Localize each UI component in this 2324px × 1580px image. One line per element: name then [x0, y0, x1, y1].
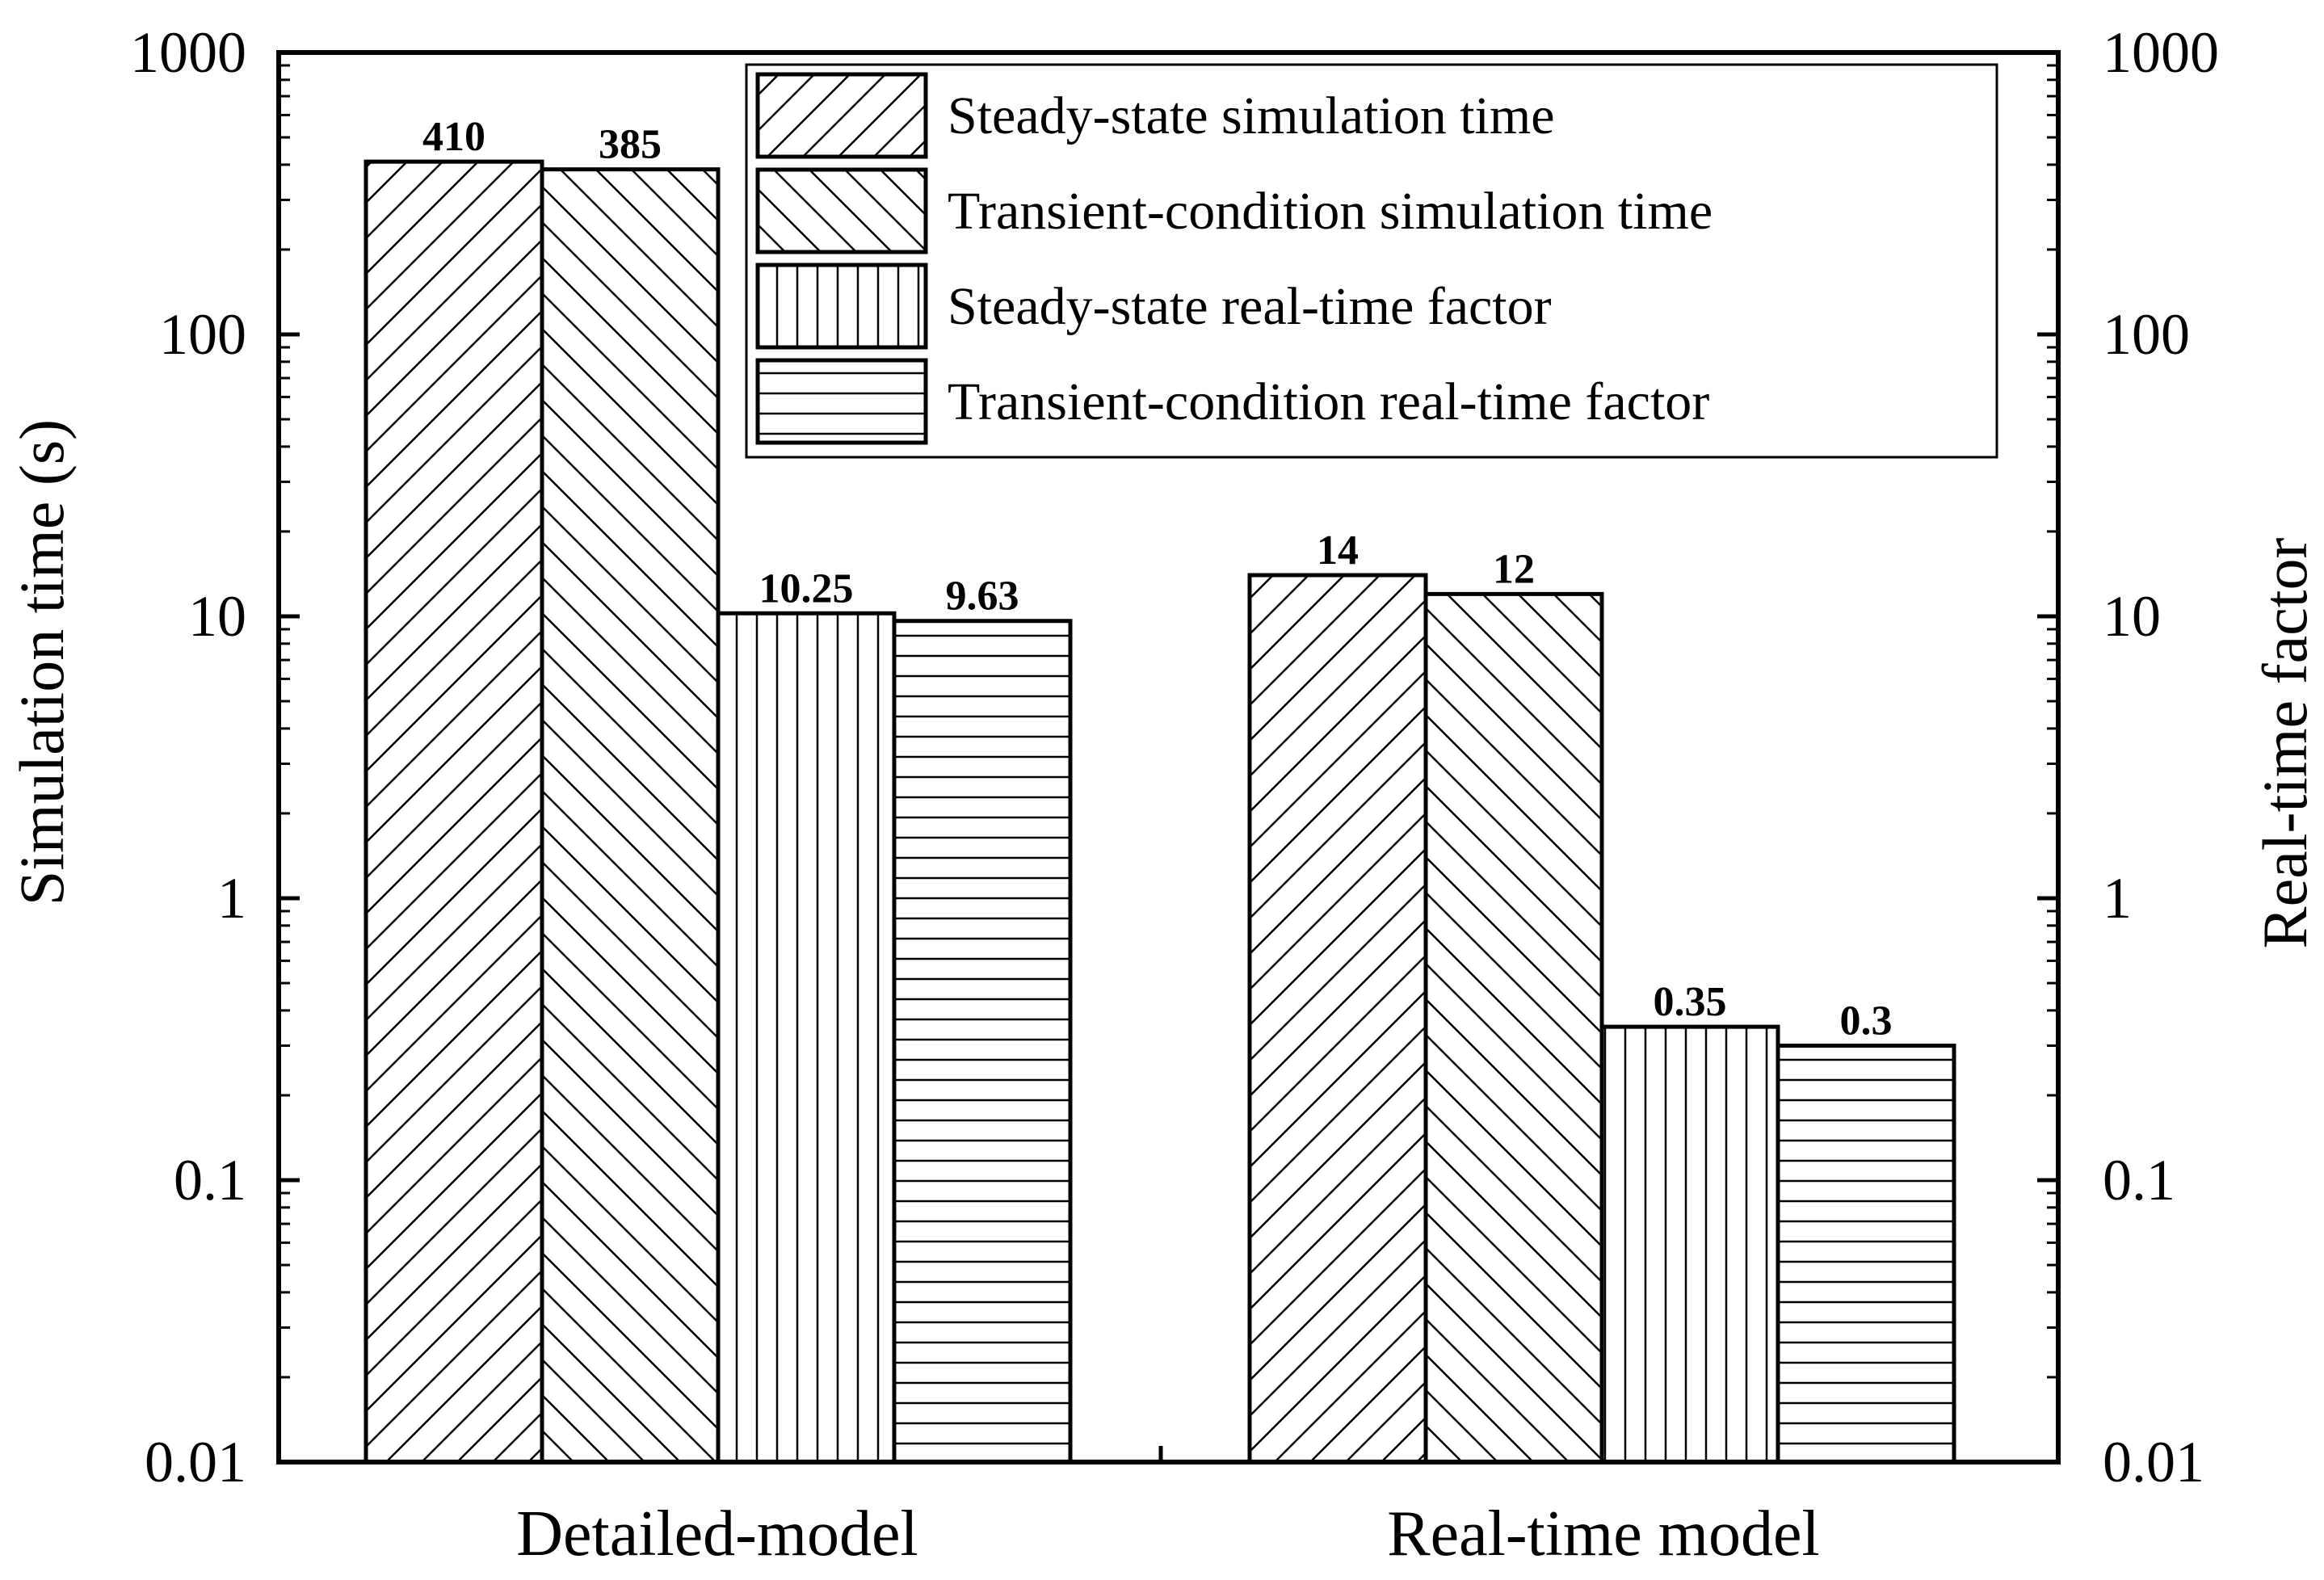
bar-data-label: 410	[422, 114, 485, 160]
bar-1-1	[364, 159, 544, 1464]
bar-data-label: 10.25	[759, 565, 854, 611]
bar-data-label: 14	[1317, 527, 1359, 574]
legend-swatch	[755, 167, 928, 254]
left-tick-label: 0.1	[174, 1148, 246, 1212]
bar-1-2	[540, 167, 721, 1464]
category-label: Real-time model	[1387, 1498, 1819, 1569]
right-tick-label: 0.01	[2103, 1430, 2204, 1494]
bar-data-labels: 410 14 385 12 10.25 0.35 9.63 0.3	[422, 114, 1893, 1044]
bar-data-label: 9.63	[946, 574, 1019, 620]
bar-2-2	[1423, 591, 1604, 1464]
plot-frame	[276, 50, 2061, 1464]
legend-label: Steady-state real-time factor	[948, 277, 1552, 336]
left-tick-label: 100	[159, 302, 246, 367]
bar-2-4	[1776, 1043, 1956, 1464]
legend-label: Transient-condition simulation time	[948, 182, 1713, 241]
left-axis-tick-labels: 0.01 0.1 1 10 100 1000	[130, 20, 246, 1494]
legend-box	[745, 63, 1998, 459]
right-tick-label: 10	[2103, 584, 2161, 649]
right-tick-label: 100	[2103, 302, 2190, 367]
legend-label: Transient-condition real-time factor	[948, 372, 1709, 431]
bar-1-3	[716, 611, 897, 1464]
left-tick-label: 10	[188, 584, 246, 649]
right-axis-tick-labels: 0.01 0.1 1 10 100 1000	[2103, 20, 2219, 1494]
legend-swatch	[755, 72, 928, 159]
right-tick-label: 1000	[2103, 20, 2219, 85]
legend-label: Steady-state simulation time	[948, 86, 1555, 145]
bar-data-label: 0.35	[1654, 979, 1727, 1025]
axis-ticks	[279, 50, 2058, 1464]
bar-2-1	[1247, 573, 1428, 1464]
right-tick-label: 1	[2103, 866, 2132, 931]
legend-swatch	[755, 263, 928, 350]
bars	[364, 159, 1956, 1464]
legend-swatch	[755, 358, 928, 445]
legend: Steady-state simulation time Transient-co…	[745, 63, 1998, 459]
category-labels: Detailed-model Real-time model	[516, 1498, 1819, 1569]
right-tick-label: 0.1	[2103, 1148, 2175, 1212]
bar-data-label: 12	[1493, 546, 1535, 592]
bar-data-label: 0.3	[1840, 998, 1893, 1044]
bar-data-label: 385	[599, 122, 662, 168]
left-tick-label: 1000	[130, 20, 246, 85]
bar-2-3	[1599, 1024, 1780, 1464]
bar-1-4	[892, 619, 1073, 1464]
y-axis-title: Simulation time (s)	[6, 419, 77, 906]
y2-axis-title: Real-time factor	[2250, 538, 2320, 949]
left-tick-label: 0.01	[145, 1430, 246, 1494]
left-tick-label: 1	[217, 866, 246, 931]
category-label: Detailed-model	[516, 1498, 918, 1569]
